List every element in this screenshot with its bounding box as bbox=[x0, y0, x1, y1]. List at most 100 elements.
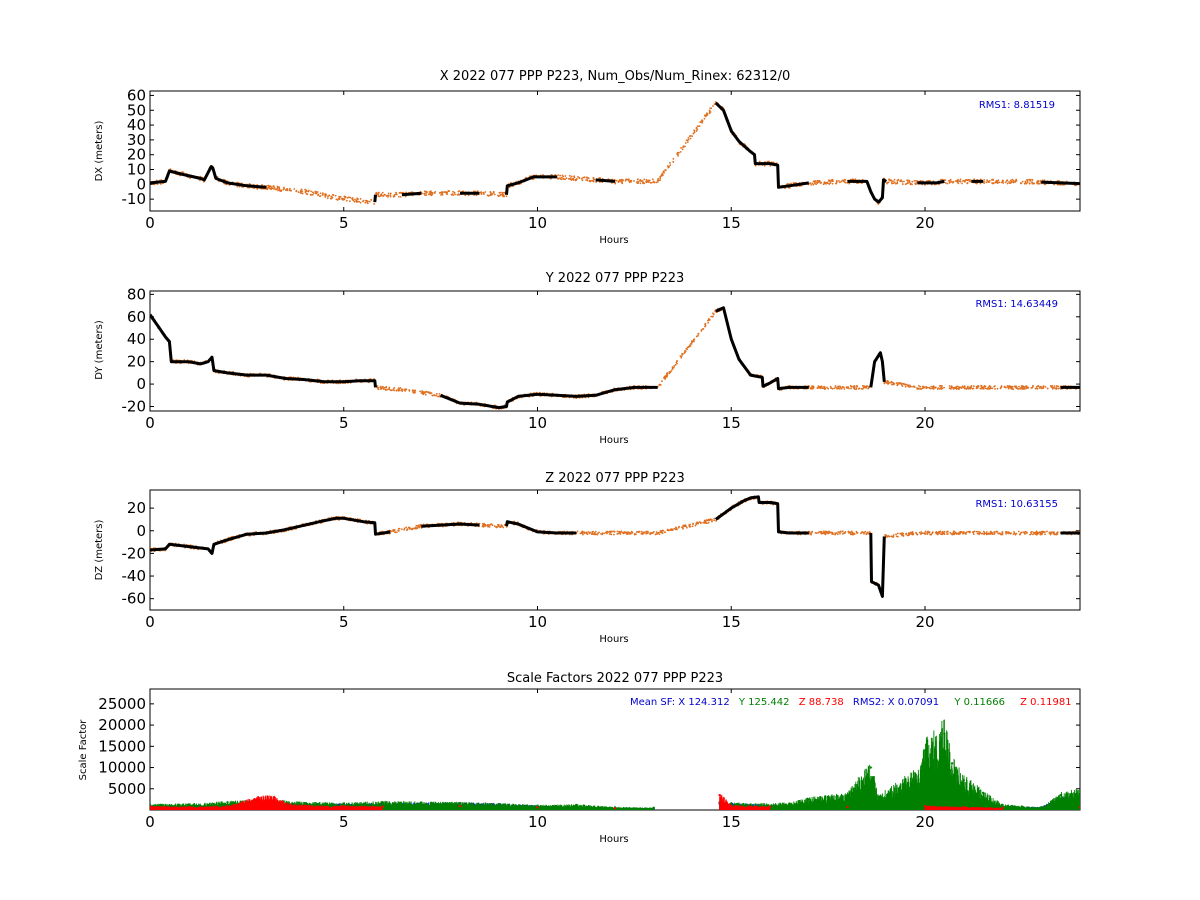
residual-point bbox=[996, 531, 999, 533]
residual-point bbox=[957, 178, 959, 181]
residual-point bbox=[658, 384, 661, 386]
plot-frame bbox=[149, 489, 1081, 611]
residual-point bbox=[977, 530, 979, 533]
residual-point bbox=[835, 182, 838, 185]
residual-point bbox=[847, 531, 850, 533]
residual-point bbox=[412, 389, 414, 392]
residual-point bbox=[1003, 385, 1006, 388]
residual-point bbox=[304, 190, 307, 193]
residual-point bbox=[952, 386, 955, 389]
residual-point bbox=[887, 181, 890, 184]
residual-point bbox=[909, 531, 912, 534]
residual-point bbox=[593, 532, 596, 534]
residual-point bbox=[810, 531, 813, 534]
residual-point bbox=[1052, 531, 1054, 534]
residual-point bbox=[983, 178, 986, 181]
residual-point bbox=[575, 178, 578, 181]
residual-point bbox=[616, 530, 619, 533]
residual-point bbox=[419, 390, 422, 393]
residual-point bbox=[1051, 386, 1053, 389]
residual-point bbox=[398, 527, 401, 530]
residual-point bbox=[887, 380, 889, 383]
residual-point bbox=[1055, 388, 1058, 390]
residual-point bbox=[817, 531, 820, 534]
residual-point bbox=[659, 383, 662, 386]
y-tick-label: 40 bbox=[127, 330, 146, 348]
residual-point bbox=[498, 194, 501, 197]
residual-point bbox=[559, 177, 562, 180]
residual-point bbox=[1043, 183, 1046, 186]
panel-x-title: X 2022 077 PPP P223, Num_Obs/Num_Rinex: … bbox=[440, 69, 791, 84]
residual-point bbox=[838, 181, 841, 184]
residual-point bbox=[662, 170, 665, 173]
residual-point bbox=[613, 533, 615, 536]
residual-point bbox=[290, 189, 292, 192]
y-tick-label: 10 bbox=[127, 161, 146, 179]
residual-point bbox=[1010, 386, 1013, 389]
residual-point bbox=[1009, 179, 1012, 182]
residual-point bbox=[645, 178, 648, 181]
residual-point bbox=[330, 195, 333, 198]
x-tick-label: 5 bbox=[339, 613, 349, 631]
residual-point bbox=[938, 388, 941, 390]
residual-point bbox=[966, 179, 969, 182]
residual-point bbox=[944, 179, 947, 182]
residual-point bbox=[976, 387, 978, 389]
residual-point bbox=[903, 180, 905, 183]
residual-point bbox=[488, 525, 491, 528]
residual-point bbox=[489, 194, 492, 197]
residual-point bbox=[940, 388, 943, 390]
residual-point bbox=[856, 531, 859, 534]
residual-point bbox=[288, 189, 291, 191]
residual-point bbox=[985, 531, 988, 533]
residual-point bbox=[705, 113, 708, 116]
residual-point bbox=[480, 191, 483, 194]
residual-point bbox=[319, 195, 322, 197]
residual-point bbox=[581, 531, 584, 534]
residual-point bbox=[1025, 385, 1027, 387]
residual-point bbox=[918, 388, 921, 390]
residual-point bbox=[307, 190, 310, 193]
residual-point bbox=[337, 197, 340, 200]
residual-point bbox=[421, 392, 424, 395]
residual-point bbox=[414, 527, 417, 530]
plot-area bbox=[150, 306, 1080, 410]
residual-point bbox=[236, 185, 239, 188]
residual-point bbox=[441, 192, 443, 195]
residual-point bbox=[841, 385, 844, 388]
residual-point bbox=[915, 532, 918, 535]
residual-point bbox=[398, 195, 400, 198]
residual-point bbox=[1008, 180, 1010, 183]
residual-point bbox=[960, 531, 963, 533]
residual-point bbox=[1049, 384, 1052, 387]
residual-point bbox=[666, 372, 669, 374]
residual-point bbox=[659, 175, 662, 178]
residual-point bbox=[863, 532, 865, 535]
residual-point bbox=[986, 388, 989, 390]
residual-point bbox=[840, 180, 843, 183]
residual-point bbox=[919, 385, 922, 388]
residual-point bbox=[825, 531, 828, 534]
residual-point bbox=[345, 199, 348, 202]
residual-point bbox=[993, 531, 996, 533]
residual-point bbox=[788, 187, 791, 189]
residual-point bbox=[408, 390, 411, 392]
residual-point bbox=[159, 183, 162, 185]
residual-point bbox=[936, 388, 939, 390]
residual-point bbox=[599, 177, 601, 179]
residual-point bbox=[819, 530, 822, 533]
residual-point bbox=[682, 145, 685, 148]
residual-point bbox=[435, 394, 437, 397]
residual-point bbox=[1046, 387, 1049, 390]
residual-point bbox=[326, 197, 329, 200]
residual-point bbox=[708, 109, 711, 112]
residual-point bbox=[454, 193, 456, 196]
residual-point bbox=[858, 387, 861, 390]
panel-z: Z 2022 077 PPP P223 0 5 10 15 20 -60 -40 -20 0 20… bbox=[94, 471, 1081, 645]
residual-point bbox=[835, 180, 838, 182]
residual-point bbox=[658, 533, 661, 536]
residual-point bbox=[393, 387, 396, 389]
residual-point bbox=[890, 181, 893, 184]
residual-point bbox=[483, 193, 485, 196]
y-tick-label: 20 bbox=[127, 146, 146, 164]
